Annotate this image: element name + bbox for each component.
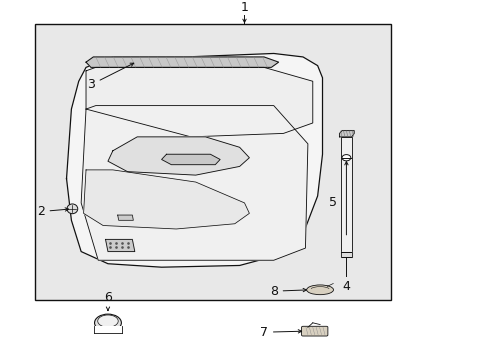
Text: 3: 3	[87, 63, 134, 91]
Polygon shape	[83, 170, 249, 229]
Bar	[35, 24, 390, 300]
Text: 6: 6	[104, 291, 112, 310]
Ellipse shape	[306, 285, 333, 295]
Polygon shape	[66, 54, 322, 267]
Polygon shape	[86, 57, 278, 67]
Text: 5: 5	[328, 197, 336, 210]
Polygon shape	[86, 67, 312, 137]
Bar	[340, 137, 351, 252]
Text: 8: 8	[269, 285, 306, 298]
Text: 2: 2	[37, 205, 68, 218]
Polygon shape	[161, 154, 220, 165]
Polygon shape	[340, 252, 351, 257]
Ellipse shape	[67, 204, 78, 214]
FancyBboxPatch shape	[301, 326, 327, 336]
Text: 1: 1	[240, 1, 248, 14]
Ellipse shape	[98, 315, 118, 327]
Polygon shape	[118, 215, 133, 220]
Bar	[94, 326, 122, 333]
Text: 4: 4	[342, 280, 349, 293]
Polygon shape	[339, 131, 353, 137]
Polygon shape	[108, 137, 249, 175]
Ellipse shape	[94, 314, 121, 332]
Polygon shape	[81, 105, 307, 260]
Circle shape	[341, 154, 350, 161]
Polygon shape	[105, 239, 135, 252]
Text: 7: 7	[260, 326, 301, 339]
